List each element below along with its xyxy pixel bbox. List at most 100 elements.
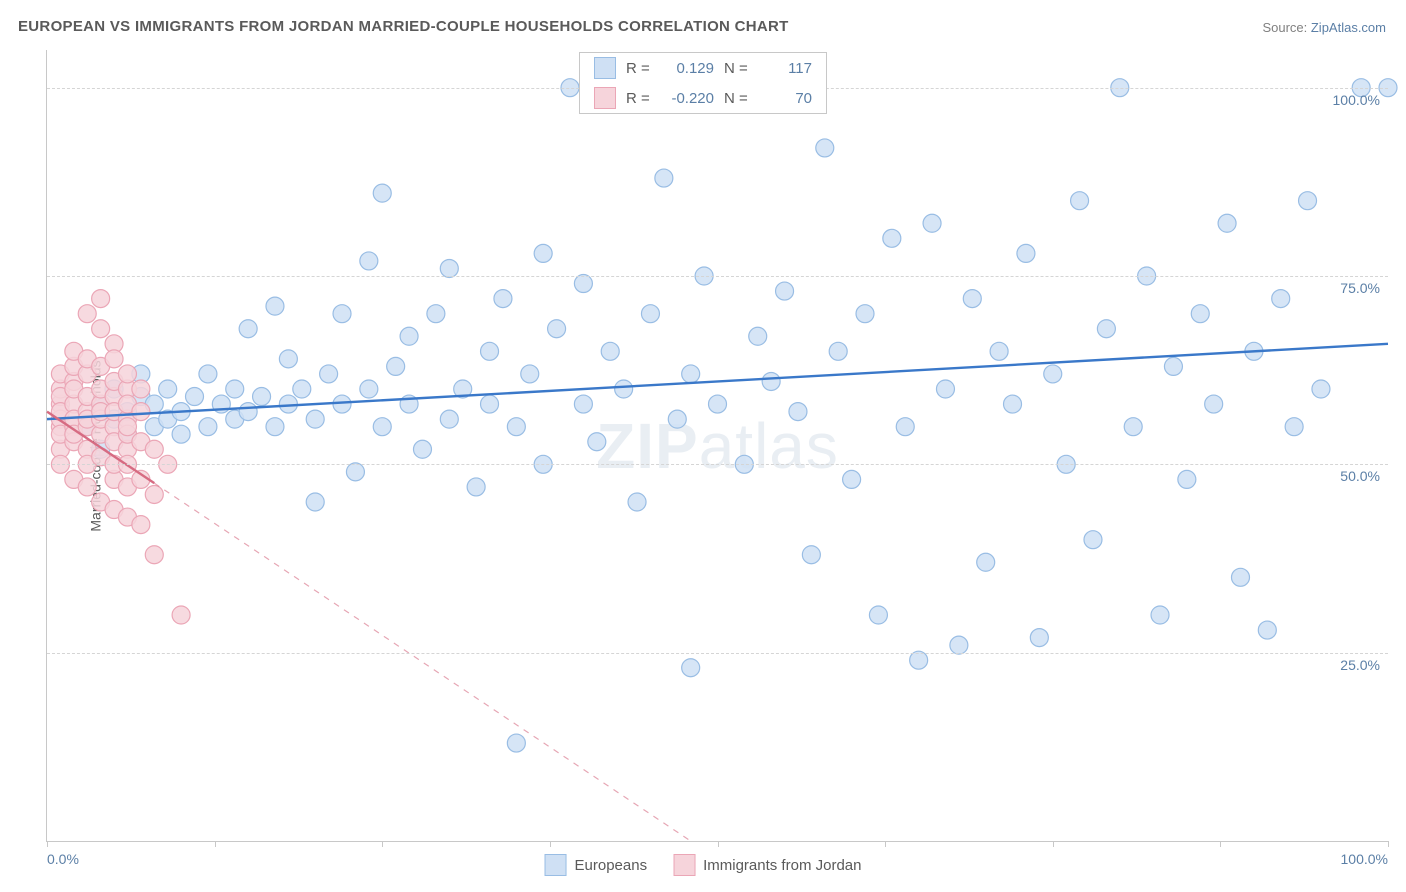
data-point[interactable]: [776, 282, 794, 300]
data-point[interactable]: [1164, 357, 1182, 375]
data-point[interactable]: [534, 244, 552, 262]
data-point[interactable]: [145, 546, 163, 564]
data-point[interactable]: [910, 651, 928, 669]
data-point[interactable]: [78, 478, 96, 496]
data-point[interactable]: [762, 372, 780, 390]
data-point[interactable]: [950, 636, 968, 654]
data-point[interactable]: [186, 388, 204, 406]
data-point[interactable]: [896, 418, 914, 436]
data-point[interactable]: [333, 305, 351, 323]
data-point[interactable]: [521, 365, 539, 383]
data-point[interactable]: [668, 410, 686, 428]
data-point[interactable]: [226, 380, 244, 398]
data-point[interactable]: [507, 418, 525, 436]
data-point[interactable]: [1191, 305, 1209, 323]
data-point[interactable]: [440, 259, 458, 277]
data-point[interactable]: [1258, 621, 1276, 639]
data-point[interactable]: [789, 403, 807, 421]
data-point[interactable]: [1218, 214, 1236, 232]
data-point[interactable]: [977, 553, 995, 571]
data-point[interactable]: [145, 485, 163, 503]
data-point[interactable]: [413, 440, 431, 458]
data-point[interactable]: [92, 320, 110, 338]
data-point[interactable]: [199, 365, 217, 383]
data-point[interactable]: [1030, 629, 1048, 647]
data-point[interactable]: [145, 440, 163, 458]
data-point[interactable]: [1205, 395, 1223, 413]
data-point[interactable]: [1084, 531, 1102, 549]
data-point[interactable]: [306, 410, 324, 428]
data-point[interactable]: [1004, 395, 1022, 413]
data-point[interactable]: [548, 320, 566, 338]
data-point[interactable]: [749, 327, 767, 345]
data-point[interactable]: [829, 342, 847, 360]
data-point[interactable]: [1299, 192, 1317, 210]
data-point[interactable]: [615, 380, 633, 398]
data-point[interactable]: [628, 493, 646, 511]
data-point[interactable]: [507, 734, 525, 752]
data-point[interactable]: [132, 403, 150, 421]
data-point[interactable]: [802, 546, 820, 564]
data-point[interactable]: [387, 357, 405, 375]
data-point[interactable]: [682, 659, 700, 677]
data-point[interactable]: [467, 478, 485, 496]
data-point[interactable]: [118, 365, 136, 383]
data-point[interactable]: [574, 275, 592, 293]
data-point[interactable]: [360, 380, 378, 398]
data-point[interactable]: [118, 418, 136, 436]
data-point[interactable]: [588, 433, 606, 451]
data-point[interactable]: [239, 320, 257, 338]
data-point[interactable]: [239, 403, 257, 421]
data-point[interactable]: [990, 342, 1008, 360]
data-point[interactable]: [293, 380, 311, 398]
data-point[interactable]: [360, 252, 378, 270]
data-point[interactable]: [1285, 418, 1303, 436]
data-point[interactable]: [869, 606, 887, 624]
data-point[interactable]: [1071, 192, 1089, 210]
data-point[interactable]: [253, 388, 271, 406]
data-point[interactable]: [963, 290, 981, 308]
data-point[interactable]: [1044, 365, 1062, 383]
data-point[interactable]: [481, 395, 499, 413]
data-point[interactable]: [1097, 320, 1115, 338]
data-point[interactable]: [266, 297, 284, 315]
data-point[interactable]: [132, 380, 150, 398]
data-point[interactable]: [641, 305, 659, 323]
data-point[interactable]: [655, 169, 673, 187]
data-point[interactable]: [172, 606, 190, 624]
data-point[interactable]: [1017, 244, 1035, 262]
data-point[interactable]: [320, 365, 338, 383]
data-point[interactable]: [440, 410, 458, 428]
data-point[interactable]: [199, 418, 217, 436]
data-point[interactable]: [306, 493, 324, 511]
data-point[interactable]: [1272, 290, 1290, 308]
data-point[interactable]: [816, 139, 834, 157]
data-point[interactable]: [400, 327, 418, 345]
data-point[interactable]: [1151, 606, 1169, 624]
data-point[interactable]: [709, 395, 727, 413]
data-point[interactable]: [1124, 418, 1142, 436]
data-point[interactable]: [1231, 568, 1249, 586]
data-point[interactable]: [883, 229, 901, 247]
data-point[interactable]: [601, 342, 619, 360]
data-point[interactable]: [346, 463, 364, 481]
data-point[interactable]: [936, 380, 954, 398]
data-point[interactable]: [856, 305, 874, 323]
data-point[interactable]: [923, 214, 941, 232]
data-point[interactable]: [78, 305, 96, 323]
data-point[interactable]: [266, 418, 284, 436]
data-point[interactable]: [1178, 470, 1196, 488]
data-point[interactable]: [132, 516, 150, 534]
data-point[interactable]: [574, 395, 592, 413]
data-point[interactable]: [843, 470, 861, 488]
data-point[interactable]: [481, 342, 499, 360]
data-point[interactable]: [172, 425, 190, 443]
data-point[interactable]: [159, 380, 177, 398]
data-point[interactable]: [92, 290, 110, 308]
data-point[interactable]: [373, 184, 391, 202]
data-point[interactable]: [494, 290, 512, 308]
data-point[interactable]: [279, 350, 297, 368]
data-point[interactable]: [682, 365, 700, 383]
data-point[interactable]: [373, 418, 391, 436]
data-point[interactable]: [427, 305, 445, 323]
